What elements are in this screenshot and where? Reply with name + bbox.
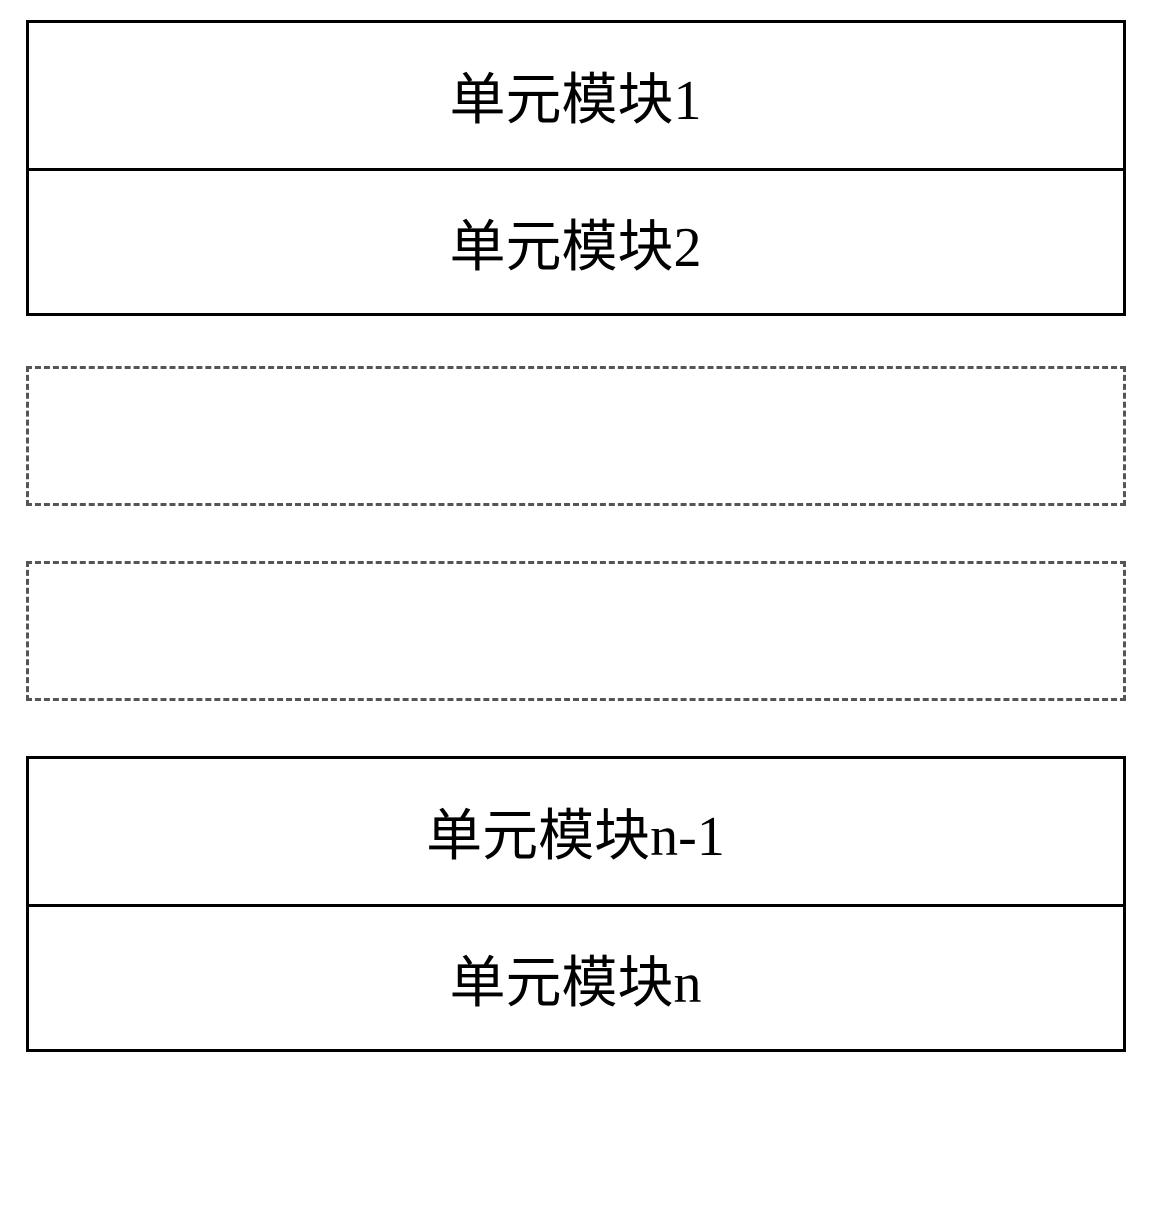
module-1-label: 单元模块1 <box>450 55 702 136</box>
gap-2 <box>26 506 1126 561</box>
gap-1 <box>26 316 1126 366</box>
module-group-top: 单元模块1 单元模块2 <box>26 20 1126 316</box>
module-2: 单元模块2 <box>29 168 1123 313</box>
dashed-placeholder-1 <box>26 366 1126 506</box>
module-2-label: 单元模块2 <box>450 202 702 283</box>
module-n-minus-1-label: 单元模块n-1 <box>426 791 725 872</box>
module-n-minus-1: 单元模块n-1 <box>29 759 1123 904</box>
module-n-label: 单元模块n <box>450 938 702 1019</box>
module-group-bottom: 单元模块n-1 单元模块n <box>26 756 1126 1052</box>
module-1: 单元模块1 <box>29 23 1123 168</box>
module-n: 单元模块n <box>29 904 1123 1049</box>
gap-3 <box>26 701 1126 756</box>
dashed-placeholder-2 <box>26 561 1126 701</box>
diagram-container: 单元模块1 单元模块2 单元模块n-1 单元模块n <box>26 20 1126 1052</box>
